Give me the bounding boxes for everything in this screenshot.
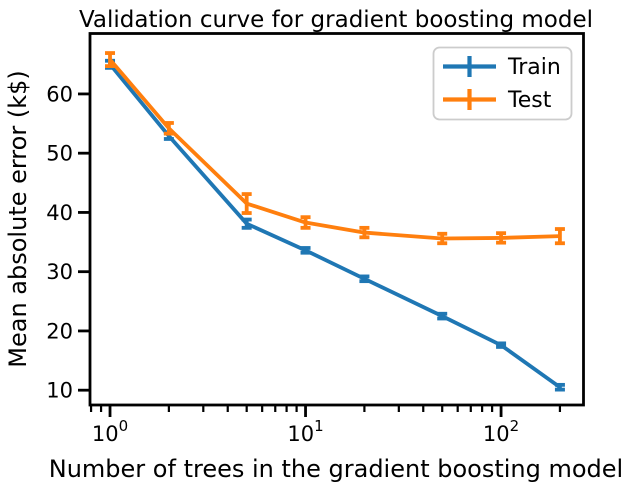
chart-title: Validation curve for gradient boosting m…	[79, 7, 593, 33]
legend-handle-test	[443, 89, 496, 110]
x-axis-label: Number of trees in the gradient boosting…	[49, 455, 623, 483]
y-tick-label: 20	[46, 319, 73, 343]
train-line	[108, 63, 562, 389]
y-tick-label: 10	[46, 379, 73, 403]
legend: Train Test	[432, 46, 573, 121]
x-tick-label: 101	[287, 417, 323, 446]
x-axis-ticks: 100 101 102	[89, 405, 562, 446]
y-tick-label: 40	[46, 201, 73, 225]
y-tick-label: 30	[46, 260, 73, 284]
legend-handle-train	[443, 56, 496, 77]
legend-label-test: Test	[507, 88, 552, 113]
series-test	[105, 51, 565, 246]
y-axis-label: Mean absolute error (k$)	[4, 70, 32, 367]
y-tick-label: 50	[46, 142, 73, 166]
y-tick-label: 60	[46, 82, 73, 106]
x-tick-label: 102	[483, 417, 519, 446]
y-axis-ticks: 10 20 30 40 50 60	[46, 82, 90, 403]
legend-label-train: Train	[507, 55, 561, 80]
x-tick-label: 100	[92, 417, 128, 446]
test-line	[108, 58, 560, 241]
axes-frame	[88, 32, 585, 407]
